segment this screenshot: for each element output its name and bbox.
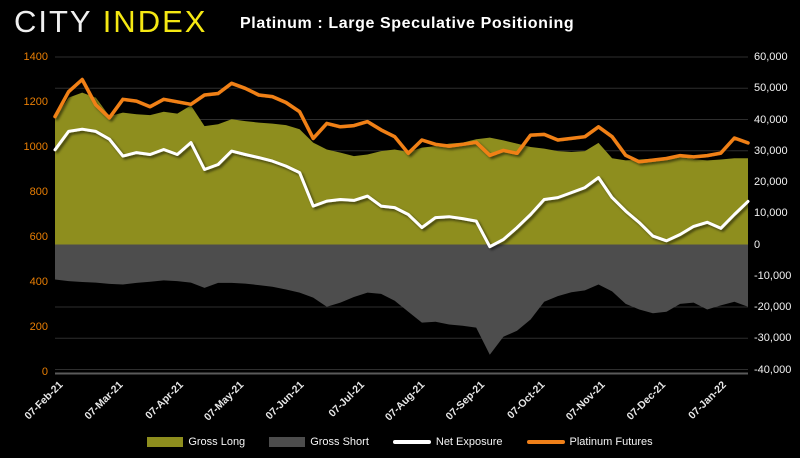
right-axis-tick: 0 (754, 238, 761, 251)
right-axis-tick: -30,000 (754, 332, 792, 345)
series-gross-long (55, 92, 748, 245)
legend-swatch (147, 437, 184, 447)
legend-item-platinum-futures: Platinum Futures (526, 436, 653, 448)
right-axis-tick: -10,000 (754, 269, 792, 282)
right-axis-tick: 40,000 (754, 113, 788, 126)
left-axis-tick: 600 (29, 231, 48, 243)
area-series (55, 92, 748, 355)
left-axis-tick: 0 (41, 366, 48, 378)
right-axis-tick: 60,000 (754, 51, 788, 63)
city-index-logo: CITY INDEX (14, 4, 207, 40)
left-axis-tick: 200 (29, 321, 48, 333)
left-axis-tick: 400 (29, 276, 48, 288)
series-gross-short (55, 244, 748, 355)
legend-label: Platinum Futures (569, 436, 653, 448)
legend: Gross Long Gross Short Net Exposure Platinu… (0, 434, 800, 450)
left-axis-tick: 1000 (23, 141, 48, 153)
logo-city: CITY (14, 4, 93, 39)
right-axis-tick: -20,000 (754, 301, 792, 313)
logo-index: INDEX (102, 4, 208, 39)
page-title: Platinum : Large Speculative Positioning (240, 15, 575, 32)
left-axis-tick: 800 (29, 186, 48, 198)
legend-swatch (269, 437, 306, 447)
legend-label: Net Exposure (435, 436, 503, 448)
legend-swatch (526, 440, 565, 444)
legend-label: Gross Long (188, 436, 246, 448)
legend-item-gross-long: Gross Long (147, 436, 245, 448)
series-platinum-futures (53, 77, 750, 164)
legend-item-gross-short: Gross Short (269, 436, 369, 448)
right-axis-tick: -40,000 (754, 363, 792, 376)
series-net-exposure (53, 127, 750, 249)
legend-swatch (392, 440, 431, 444)
right-axis-tick: 10,000 (754, 207, 788, 220)
right-axis-tick: 30,000 (754, 144, 788, 157)
right-axis-tick: 20,000 (754, 176, 788, 188)
left-axis-tick: 1200 (23, 96, 48, 108)
left-axis-tick: 1400 (23, 51, 48, 63)
right-axis-tick: 50,000 (754, 82, 788, 95)
line-series (53, 77, 750, 249)
legend-item-net-exposure: Net Exposure (392, 436, 503, 448)
legend-label: Gross Short (310, 436, 369, 448)
